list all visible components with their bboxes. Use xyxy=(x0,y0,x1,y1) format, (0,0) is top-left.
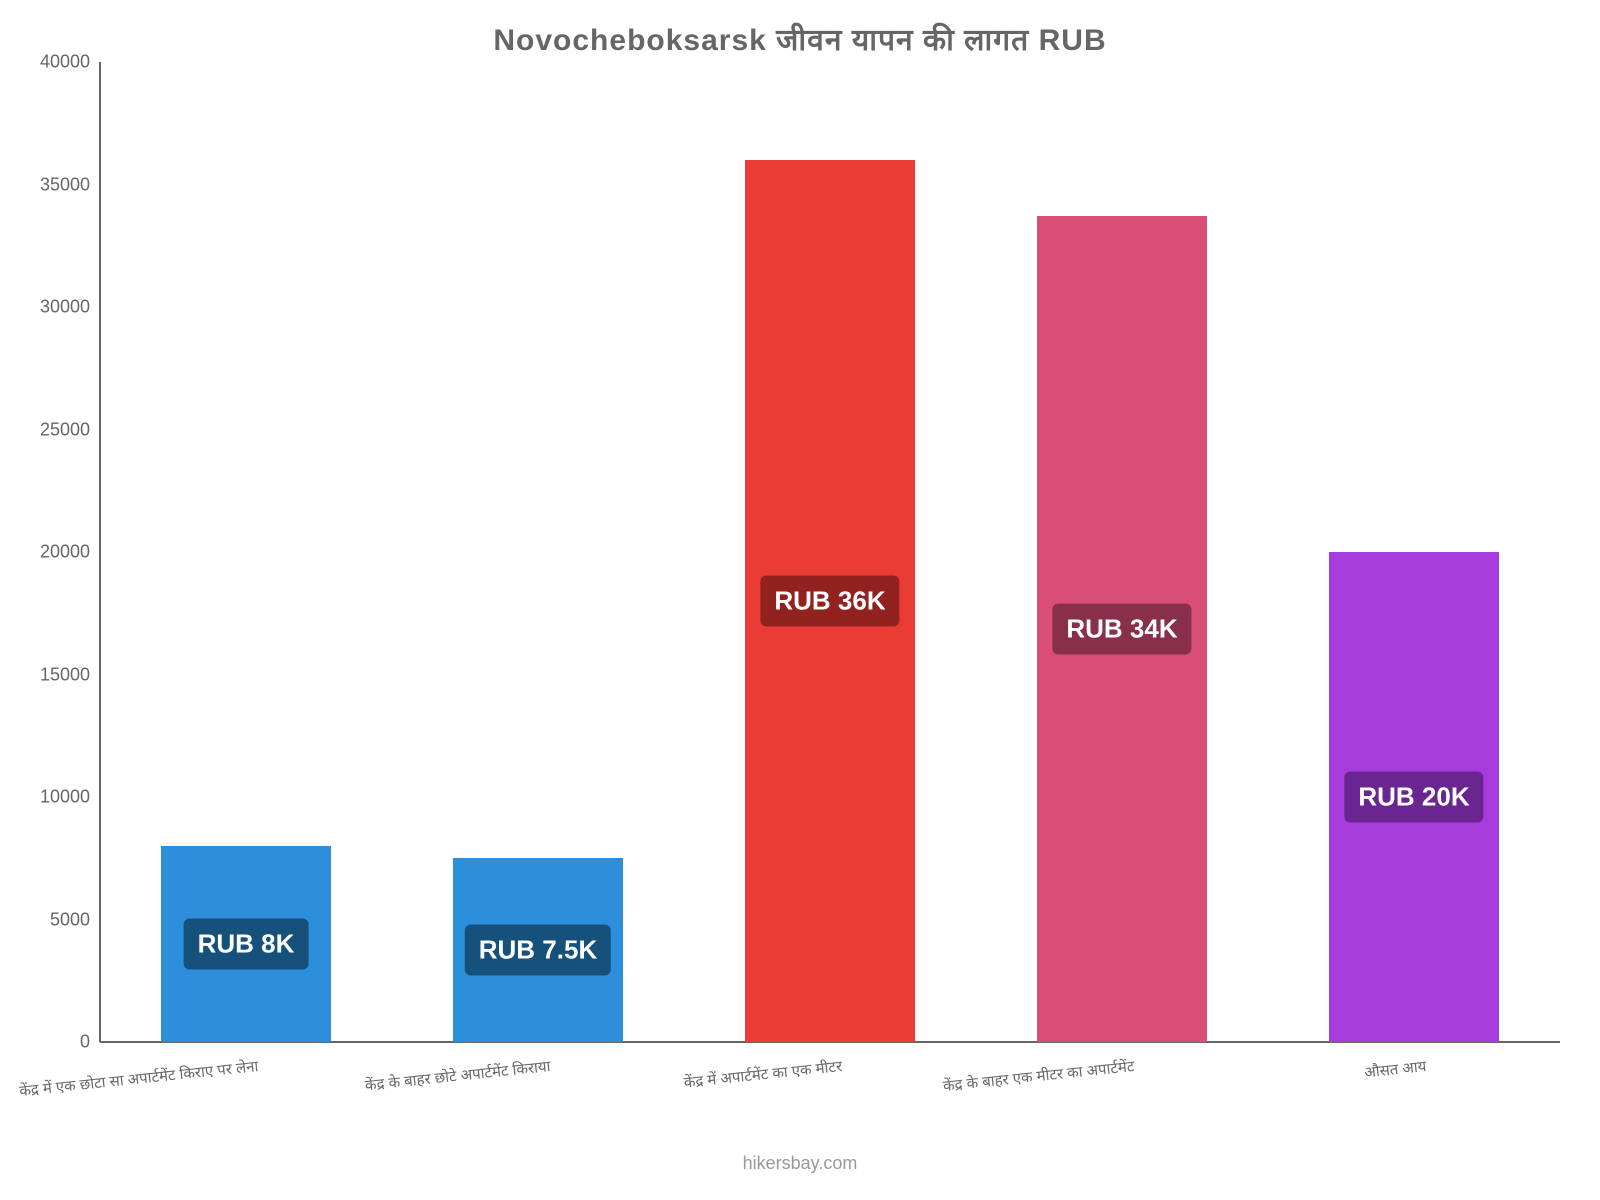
y-tick-label: 40000 xyxy=(40,52,90,73)
x-tick-label: केंद्र में अपार्टमेंट का एक मीटर xyxy=(683,1056,843,1093)
plot-area: RUB 8K RUB 7.5K RUB 36K RUB 34K RUB 20K xyxy=(100,62,1560,1042)
x-tick-label: केंद्र के बाहर एक मीटर का अपार्टमेंट xyxy=(942,1056,1135,1096)
y-tick-label: 35000 xyxy=(40,174,90,195)
x-tick-label: औसत आय xyxy=(1363,1056,1427,1082)
y-tick-label: 20000 xyxy=(40,542,90,563)
y-tick-label: 5000 xyxy=(50,909,90,930)
cost-of-living-chart: Novocheboksarsk जीवन यापन की लागत RUB 0 5… xyxy=(0,0,1600,1200)
y-tick-label: 10000 xyxy=(40,787,90,808)
y-tick-label: 25000 xyxy=(40,419,90,440)
y-axis-line xyxy=(99,62,101,1042)
x-tick-label: केंद्र के बाहर छोटे अपार्टमेंट किराया xyxy=(364,1056,551,1095)
bar-value-label: RUB 7.5K xyxy=(465,925,611,976)
chart-title: Novocheboksarsk जीवन यापन की लागत RUB xyxy=(0,18,1600,59)
bar-value-label: RUB 36K xyxy=(760,576,899,627)
x-axis-labels: केंद्र में एक छोटा सा अपार्टमेंट किराए प… xyxy=(100,1050,1560,1130)
bar-value-label: RUB 20K xyxy=(1344,772,1483,823)
y-axis: 0500010000150002000025000300003500040000 xyxy=(0,62,90,1042)
bar-value-label: RUB 8K xyxy=(184,919,309,970)
x-tick-label: केंद्र में एक छोटा सा अपार्टमेंट किराए प… xyxy=(18,1056,259,1101)
y-tick-label: 30000 xyxy=(40,297,90,318)
bar-value-label: RUB 34K xyxy=(1052,604,1191,655)
y-tick-label: 15000 xyxy=(40,664,90,685)
y-tick-label: 0 xyxy=(80,1032,90,1053)
footer-attribution: hikersbay.com xyxy=(0,1153,1600,1174)
